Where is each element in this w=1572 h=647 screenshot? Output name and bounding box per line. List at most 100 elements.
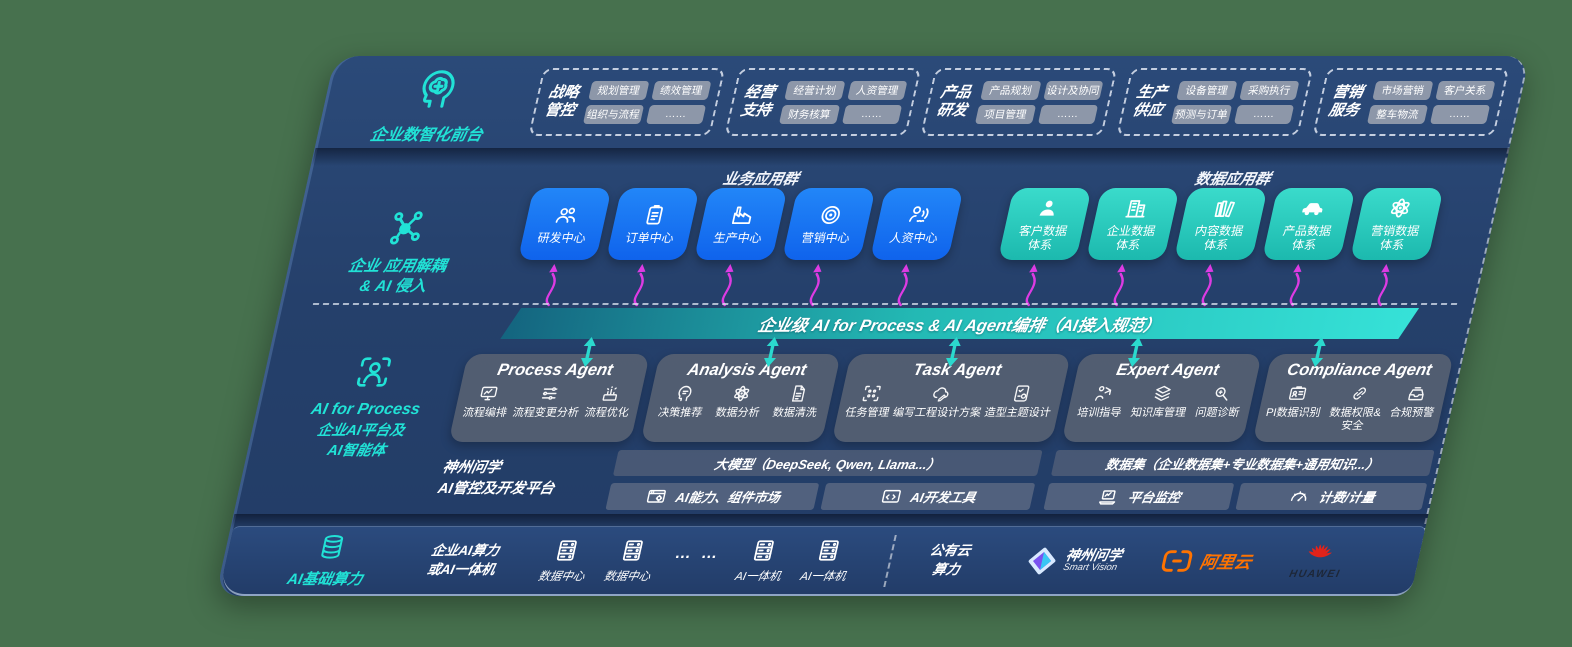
platform-row: 神州问学 AI管控及开发平台 大模型（DeepSeek, Qwen, Llama… xyxy=(433,450,1435,510)
inbox-alert-icon xyxy=(1403,383,1429,404)
server-icon xyxy=(747,537,780,564)
diagnose-icon xyxy=(1209,383,1235,404)
focus-person-icon xyxy=(350,352,399,392)
factory-icon xyxy=(727,202,759,228)
pill: 财务核算 xyxy=(779,104,840,124)
flow-arrow-icon xyxy=(711,261,745,307)
id-card-icon xyxy=(1285,383,1311,404)
compute-label: AI基础算力 xyxy=(285,571,365,588)
clipboard-icon xyxy=(639,202,671,228)
cell-dev-tools: AI开发工具 xyxy=(820,483,1036,510)
front-office-rail: 企业数智化前台 xyxy=(342,66,524,145)
orchestration-bar: 企业级 AI for Process & AI Agent编排（AI接入规范） xyxy=(500,308,1419,339)
pill: …… xyxy=(645,104,707,124)
agent-item: 数据清洗 xyxy=(771,383,823,420)
app-box-wrap: 订单中心 xyxy=(596,188,700,307)
database-icon xyxy=(314,532,351,562)
app-box-label: 生产中心 xyxy=(712,231,764,246)
vendor-name: 神州问学 xyxy=(1064,546,1124,563)
sync-arrow-icon xyxy=(1124,337,1147,367)
ai-platform-label-2: AI智能体 xyxy=(325,442,388,459)
app-box-label: 人资中心 xyxy=(888,231,940,246)
data-group-header: 数据应用群 xyxy=(1193,171,1273,188)
pill: 整车物流 xyxy=(1367,104,1428,124)
data-box-product: 产品数据体系 xyxy=(1261,188,1356,260)
pill: …… xyxy=(1037,104,1099,124)
group-supply: 生产供应 设备管理 采购执行 预测与订单 …… xyxy=(1116,68,1314,136)
agent-item: 数据权限&安全 xyxy=(1320,383,1393,432)
agent-item: 问题诊断 xyxy=(1194,383,1246,420)
agent-item: 流程编排 xyxy=(461,383,513,420)
data-box-label: 营销数据体系 xyxy=(1369,224,1421,252)
vendor-subtitle: Smart Vision xyxy=(1062,561,1119,573)
enterprise-compute-label-1: 企业AI算力 xyxy=(429,543,501,559)
pill: 客户关系 xyxy=(1434,80,1496,100)
head-chat-icon xyxy=(672,383,698,404)
data-box-label: 内容数据体系 xyxy=(1193,224,1245,252)
vendor-name: HUAWEI xyxy=(1288,568,1342,580)
group-operation: 经营支持 经营计划 人资管理 财务核算 …… xyxy=(724,68,922,136)
data-box-marketing: 营销数据体系 xyxy=(1349,188,1444,260)
agent-item: 培训指导 xyxy=(1076,383,1128,420)
app-box-wrap: 客户数据体系 xyxy=(988,188,1092,307)
books-icon xyxy=(1208,195,1240,221)
flow-arrow-icon xyxy=(1103,261,1137,307)
compute-rail: AI基础算力 xyxy=(248,532,411,589)
platform-label-1: 神州问学 xyxy=(440,460,503,476)
flow-arrow-icon xyxy=(535,261,569,307)
monitor-chart-icon xyxy=(476,383,502,404)
server-icon xyxy=(551,537,584,564)
pill: 设备管理 xyxy=(1176,80,1238,100)
app-box-label: 研发中心 xyxy=(536,231,588,246)
layer-divider xyxy=(311,148,1510,166)
app-box-wrap: 人资中心 xyxy=(860,188,964,307)
agent-item: PI数据识别 xyxy=(1265,383,1328,420)
team-icon xyxy=(551,202,583,228)
sync-arrow-icon xyxy=(760,337,783,367)
app-box-label: 营销中心 xyxy=(800,231,852,246)
spark-box-icon xyxy=(598,383,624,404)
pill: …… xyxy=(1233,104,1295,124)
mentor-icon xyxy=(1091,383,1117,404)
pill: 经营计划 xyxy=(784,80,846,100)
pill: …… xyxy=(841,104,903,124)
front-office-groups: 战略管控 规划管理 绩效管理 组织与流程 …… 经营支持 经营计划 人资管理 财… xyxy=(528,68,1510,136)
dev-tools-icon xyxy=(877,486,904,508)
agent-card-expert: Expert Agent 培训指导 知识库管理 问题诊断 xyxy=(1060,354,1263,442)
doc-data-icon xyxy=(786,383,812,404)
cell-billing: 计费/计量 xyxy=(1235,483,1428,510)
app-box-wrap: 产品数据体系 xyxy=(1252,188,1356,307)
app-box-wrap: 营销数据体系 xyxy=(1340,188,1444,307)
person-waves-icon xyxy=(903,202,935,228)
window-gear-icon xyxy=(643,486,670,508)
data-box-enterprise: 企业数据体系 xyxy=(1085,188,1180,260)
atom-icon xyxy=(729,383,755,404)
data-box-content: 内容数据体系 xyxy=(1173,188,1268,260)
sync-arrow-icon xyxy=(1307,337,1330,367)
head-brain-icon xyxy=(409,66,465,112)
ai-for-process-label: AI for Process xyxy=(309,401,422,418)
public-cloud-label-1: 公有云 xyxy=(928,543,973,559)
orchestration-bar-label: 企业级 AI for Process & AI Agent编排（AI接入规范） xyxy=(756,316,1163,335)
flow-arrow-icon xyxy=(799,261,833,307)
server-icon xyxy=(812,537,845,564)
server-icon xyxy=(616,537,649,564)
compute-nodes: 数据中心 数据中心 … … AI一体机 AI一体机 xyxy=(517,537,874,584)
atom-icon xyxy=(1384,195,1416,221)
front-office-label: 企业数智化前台 xyxy=(368,127,485,144)
platform-label-2: AI管控及开发平台 xyxy=(436,481,556,498)
laptop-chart-icon xyxy=(1095,486,1122,508)
agent-card-compliance: Compliance Agent PI数据识别 数据权限&安全 合规预警 xyxy=(1252,354,1454,442)
data-box-customer: 客户数据体系 xyxy=(997,188,1092,260)
dataset-bar: 数据集（企业数据集+专业数据集+通用知识...） xyxy=(1050,450,1435,476)
public-cloud-label-2: 算力 xyxy=(931,561,962,577)
pill: 采购执行 xyxy=(1238,80,1300,100)
app-box-marketing-center: 营销中心 xyxy=(781,188,876,260)
enterprise-compute-label-2: 或AI一体机 xyxy=(425,561,497,577)
group-product: 产品研发 产品规划 设计及协同 项目管理 …… xyxy=(920,68,1118,136)
vendor-aliyun: 阿里云 xyxy=(1158,545,1255,577)
flow-arrow-icon xyxy=(1367,261,1401,307)
molecule-icon xyxy=(380,206,431,248)
building-icon xyxy=(1120,195,1152,221)
